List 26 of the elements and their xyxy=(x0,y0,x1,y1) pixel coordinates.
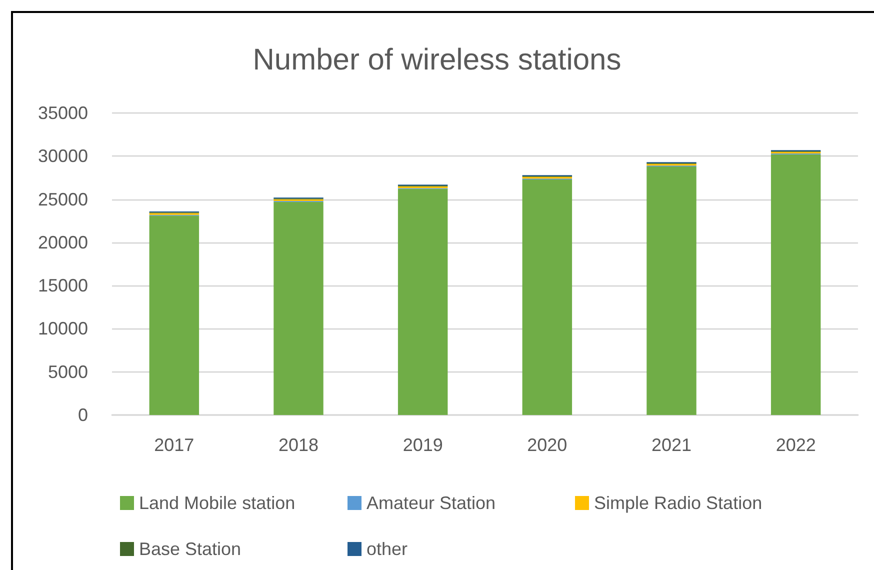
bar xyxy=(149,216,200,415)
x-tick-label: 2018 xyxy=(278,435,319,455)
bar xyxy=(522,179,572,415)
legend-label: Land Mobile station xyxy=(139,493,296,513)
y-tick-label: 35000 xyxy=(38,103,88,123)
legend-label: Base Station xyxy=(139,539,242,559)
legend-label: Amateur Station xyxy=(366,493,496,513)
bar xyxy=(274,202,324,415)
y-tick-label: 10000 xyxy=(38,318,88,339)
bar xyxy=(398,188,448,415)
y-tick-label: 30000 xyxy=(38,146,88,166)
x-tick-label: 2017 xyxy=(154,435,194,455)
y-tick-label: 20000 xyxy=(38,232,88,252)
x-tick-label: 2022 xyxy=(776,435,816,455)
chart-title: Number of wireless stations xyxy=(252,44,622,76)
x-tick-label: 2021 xyxy=(651,435,692,455)
legend-label: other xyxy=(366,539,408,559)
bar xyxy=(770,154,821,415)
bar xyxy=(646,166,696,415)
x-tick-label: 2019 xyxy=(402,435,443,455)
y-tick-label: 0 xyxy=(78,405,88,425)
y-tick-label: 25000 xyxy=(38,189,88,210)
x-tick-label: 2020 xyxy=(527,435,568,455)
legend-label: Simple Radio Station xyxy=(594,493,762,513)
y-tick-label: 5000 xyxy=(48,362,88,382)
y-tick-label: 15000 xyxy=(38,276,88,296)
